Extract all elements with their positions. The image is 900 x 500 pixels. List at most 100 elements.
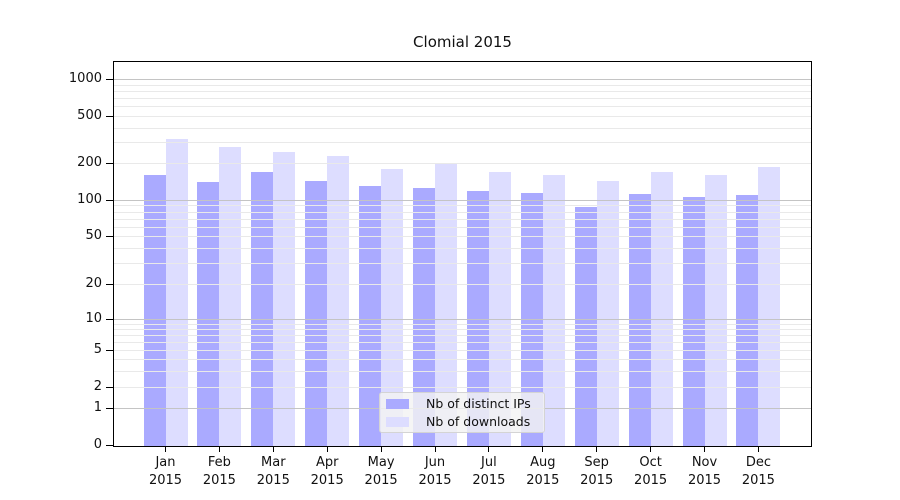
y-tick [106, 386, 113, 388]
gridline-1000 [114, 79, 811, 80]
bar-downloads-oct [650, 171, 673, 446]
x-tick [434, 446, 436, 452]
x-tick [650, 446, 652, 452]
gridline-70 [114, 218, 811, 220]
x-tick [218, 446, 220, 452]
x-tick-label-feb: Feb 2015 [202, 455, 236, 488]
x-tick-label-dec: Dec 2015 [741, 455, 775, 488]
y-tick-label: 100 [77, 192, 102, 207]
y-tick [106, 199, 113, 201]
bar-downloads-jan [165, 139, 188, 446]
bar-distinct-ips-dec [736, 194, 759, 446]
bar-distinct-ips-jan [143, 175, 166, 446]
gridline-10 [114, 319, 811, 320]
gridline-400 [114, 127, 811, 129]
legend-swatch-downloads [386, 416, 409, 427]
bar-distinct-ips-jun [413, 188, 435, 446]
gridline-90 [114, 205, 811, 207]
gridline-6 [114, 341, 811, 343]
bar-distinct-ips-sep [574, 207, 597, 446]
legend: Nb of distinct IPs Nb of downloads [379, 392, 545, 433]
legend-row: Nb of distinct IPs [386, 396, 536, 411]
bar-downloads-sep [596, 181, 619, 446]
gridline-5 [114, 350, 811, 351]
y-tick-label: 20 [85, 276, 102, 291]
x-tick-label-aug: Aug 2015 [526, 455, 560, 488]
bar-downloads-may [381, 168, 404, 446]
gridline-8 [114, 328, 811, 330]
bar-distinct-ips-may [359, 186, 382, 446]
gridline-500 [114, 116, 811, 117]
legend-label: Nb of downloads [426, 414, 531, 429]
gridline-600 [114, 106, 811, 108]
y-tick [106, 162, 113, 164]
y-tick-label: 2 [93, 379, 102, 394]
y-tick-label: 500 [77, 108, 102, 123]
bar-downloads-jun [435, 164, 457, 446]
x-tick [704, 446, 705, 452]
bar-downloads-jul [488, 171, 511, 446]
y-tick-label: 1 [93, 400, 102, 415]
bar-distinct-ips-nov [682, 196, 705, 446]
gridline-60 [114, 226, 811, 228]
x-tick-label-jul: Jul 2015 [472, 455, 506, 488]
x-tick-label-sep: Sep 2015 [580, 455, 614, 488]
x-tick [380, 446, 382, 452]
y-tick [106, 283, 113, 285]
gridline-700 [114, 98, 811, 100]
y-tick [106, 115, 113, 117]
gridline-30 [114, 262, 811, 264]
y-tick [106, 235, 113, 237]
x-tick [488, 446, 490, 452]
gridline-100 [114, 200, 811, 201]
gridline-80 [114, 211, 811, 213]
gridline-40 [114, 247, 811, 249]
y-tick-label: 50 [85, 228, 102, 243]
gridline-800 [114, 90, 811, 92]
gridline-3 [114, 370, 811, 372]
gridline-200 [114, 163, 811, 165]
grid-layer [114, 62, 811, 446]
x-tick-label-jun: Jun 2015 [418, 455, 452, 488]
bar-downloads-nov [704, 175, 727, 446]
gridline-2 [114, 387, 811, 388]
bar-distinct-ips-jul [466, 191, 489, 446]
y-tick-label: 0 [93, 437, 102, 452]
y-tick [106, 444, 113, 446]
legend-label: Nb of distinct IPs [426, 396, 531, 411]
x-tick-label-oct: Oct 2015 [634, 455, 668, 488]
bar-downloads-aug [542, 174, 565, 446]
y-tick [106, 407, 113, 409]
bar-distinct-ips-mar [251, 171, 274, 446]
y-tick [106, 78, 113, 80]
chart-title: Clomial 2015 [413, 33, 512, 51]
gridline-4 [114, 359, 811, 360]
x-tick [272, 446, 274, 452]
x-tick [757, 446, 759, 452]
bar-downloads-mar [273, 151, 296, 446]
bar-distinct-ips-apr [305, 181, 328, 446]
x-tick [542, 446, 544, 452]
y-tick-label: 10 [85, 311, 102, 326]
y-tick-label: 1000 [68, 71, 102, 86]
x-tick-label-mar: Mar 2015 [256, 455, 290, 488]
x-tick [596, 446, 598, 452]
gridline-900 [114, 84, 811, 86]
legend-swatch-distinct-ips [386, 398, 409, 409]
x-tick-label-may: May 2015 [364, 455, 398, 488]
bar-downloads-apr [327, 156, 350, 446]
y-tick [106, 318, 113, 320]
legend-row: Nb of downloads [386, 414, 536, 429]
plot-area [113, 61, 812, 447]
gridline-50 [114, 236, 811, 237]
x-tick-label-nov: Nov 2015 [687, 455, 722, 488]
gridline-300 [114, 142, 811, 144]
x-tick-label-jan: Jan 2015 [148, 455, 183, 488]
gridline-7 [114, 334, 811, 336]
gridline-9 [114, 323, 811, 325]
x-tick-label-apr: Apr 2015 [310, 455, 344, 488]
y-tick-label: 5 [93, 342, 102, 357]
y-tick [106, 349, 113, 351]
y-tick-label: 200 [77, 155, 102, 171]
